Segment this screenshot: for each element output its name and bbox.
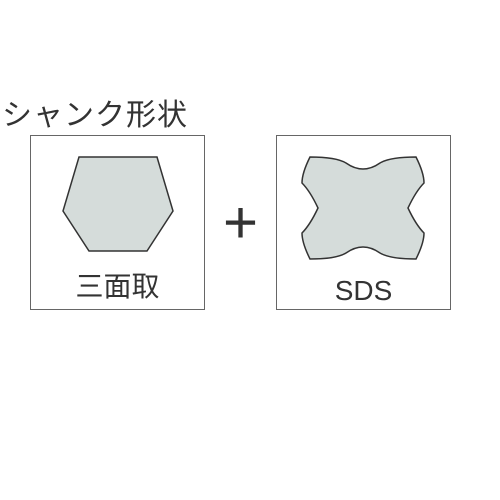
shape-label-right: SDS	[335, 275, 393, 307]
heading-text: シャンク形状	[2, 90, 188, 134]
plus-icon: +	[223, 193, 258, 253]
shape-box-left: 三面取	[30, 135, 205, 310]
hexagon-shape-icon	[59, 149, 177, 259]
sds-shape-icon	[296, 147, 431, 269]
diagram-row: 三面取 + SDS	[30, 135, 451, 310]
shape-box-right: SDS	[276, 135, 451, 310]
shape-label-left: 三面取	[75, 265, 159, 305]
